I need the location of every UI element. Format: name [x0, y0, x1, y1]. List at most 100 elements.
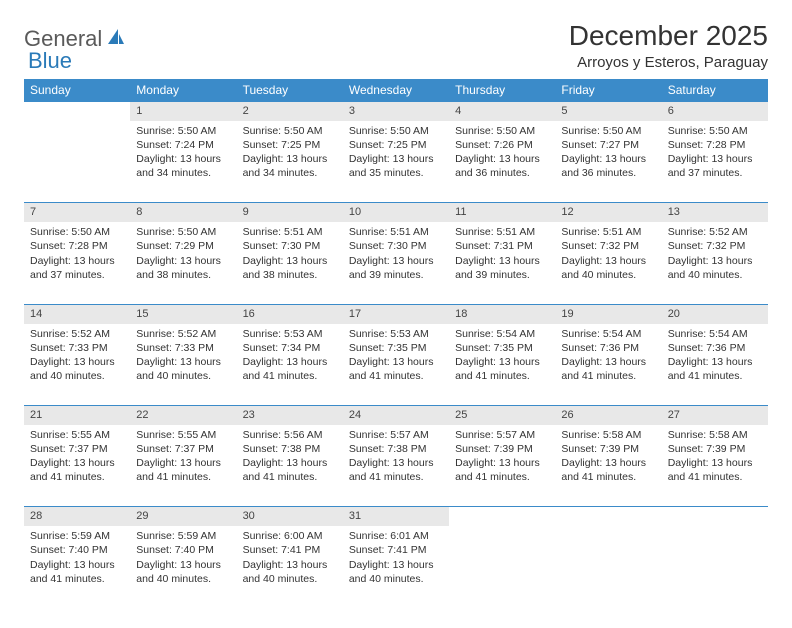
col-thursday: Thursday [449, 79, 555, 102]
day-number-cell: 25 [449, 406, 555, 425]
sunset-text: Sunset: 7:33 PM [136, 341, 230, 355]
sunset-text: Sunset: 7:27 PM [561, 138, 655, 152]
day-number-cell: 3 [343, 102, 449, 121]
day-number-cell [24, 102, 130, 121]
day-number-cell: 28 [24, 507, 130, 526]
daylight-text-1: Daylight: 13 hours [136, 558, 230, 572]
sunrise-text: Sunrise: 5:56 AM [243, 428, 337, 442]
day-number-cell: 6 [662, 102, 768, 121]
day-content-cell: Sunrise: 5:50 AMSunset: 7:28 PMDaylight:… [662, 121, 768, 203]
day-content-cell: Sunrise: 5:50 AMSunset: 7:26 PMDaylight:… [449, 121, 555, 203]
content-row: Sunrise: 5:52 AMSunset: 7:33 PMDaylight:… [24, 324, 768, 406]
day-number-cell: 2 [237, 102, 343, 121]
daylight-text-1: Daylight: 13 hours [668, 355, 762, 369]
sunset-text: Sunset: 7:30 PM [243, 239, 337, 253]
day-content-cell: Sunrise: 5:57 AMSunset: 7:39 PMDaylight:… [449, 425, 555, 507]
day-content-cell: Sunrise: 5:53 AMSunset: 7:35 PMDaylight:… [343, 324, 449, 406]
sunrise-text: Sunrise: 5:51 AM [455, 225, 549, 239]
day-number-cell: 27 [662, 406, 768, 425]
day-number-cell: 8 [130, 203, 236, 222]
day-content-cell: Sunrise: 5:54 AMSunset: 7:36 PMDaylight:… [555, 324, 661, 406]
day-content-cell: Sunrise: 5:54 AMSunset: 7:35 PMDaylight:… [449, 324, 555, 406]
day-content-cell: Sunrise: 5:50 AMSunset: 7:29 PMDaylight:… [130, 222, 236, 304]
daylight-text-2: and 41 minutes. [30, 572, 124, 586]
day-content-cell: Sunrise: 5:59 AMSunset: 7:40 PMDaylight:… [24, 526, 130, 608]
day-number-cell: 31 [343, 507, 449, 526]
day-number-cell: 16 [237, 304, 343, 323]
sunrise-text: Sunrise: 5:57 AM [455, 428, 549, 442]
daylight-text-1: Daylight: 13 hours [455, 254, 549, 268]
day-content-cell [24, 121, 130, 203]
day-number-cell: 30 [237, 507, 343, 526]
sunset-text: Sunset: 7:28 PM [30, 239, 124, 253]
day-content-cell: Sunrise: 5:55 AMSunset: 7:37 PMDaylight:… [24, 425, 130, 507]
sunrise-text: Sunrise: 5:59 AM [30, 529, 124, 543]
sunrise-text: Sunrise: 5:53 AM [243, 327, 337, 341]
daylight-text-1: Daylight: 13 hours [349, 152, 443, 166]
day-number-cell: 23 [237, 406, 343, 425]
day-content-cell: Sunrise: 5:56 AMSunset: 7:38 PMDaylight:… [237, 425, 343, 507]
daylight-text-1: Daylight: 13 hours [668, 254, 762, 268]
day-number-cell: 1 [130, 102, 236, 121]
daylight-text-1: Daylight: 13 hours [136, 355, 230, 369]
daylight-text-2: and 38 minutes. [136, 268, 230, 282]
sunrise-text: Sunrise: 5:54 AM [668, 327, 762, 341]
title-block: December 2025 Arroyos y Esteros, Paragua… [569, 20, 768, 71]
calendar-body: 123456Sunrise: 5:50 AMSunset: 7:24 PMDay… [24, 102, 768, 609]
day-content-cell: Sunrise: 5:51 AMSunset: 7:30 PMDaylight:… [237, 222, 343, 304]
daylight-text-1: Daylight: 13 hours [243, 456, 337, 470]
day-content-cell: Sunrise: 5:58 AMSunset: 7:39 PMDaylight:… [555, 425, 661, 507]
sunset-text: Sunset: 7:25 PM [349, 138, 443, 152]
sunset-text: Sunset: 7:38 PM [243, 442, 337, 456]
col-saturday: Saturday [662, 79, 768, 102]
daylight-text-2: and 41 minutes. [243, 470, 337, 484]
sunrise-text: Sunrise: 5:54 AM [561, 327, 655, 341]
sunset-text: Sunset: 7:36 PM [561, 341, 655, 355]
day-content-cell: Sunrise: 5:54 AMSunset: 7:36 PMDaylight:… [662, 324, 768, 406]
sunrise-text: Sunrise: 6:01 AM [349, 529, 443, 543]
content-row: Sunrise: 5:50 AM Sunset: 7:28 PM Daylight:… [24, 222, 768, 304]
daylight-text-1: Daylight: 13 hours [668, 152, 762, 166]
daylight-text-1: Daylight: 13 hours [136, 456, 230, 470]
day-content-cell: Sunrise: 5:52 AMSunset: 7:33 PMDaylight:… [130, 324, 236, 406]
day-content-cell: Sunrise: 5:57 AMSunset: 7:38 PMDaylight:… [343, 425, 449, 507]
header: General December 2025 Arroyos y Esteros,… [24, 20, 768, 71]
daylight-text-2: and 36 minutes. [455, 166, 549, 180]
daylight-text-2: and 41 minutes. [136, 470, 230, 484]
sunset-text: Sunset: 7:41 PM [349, 543, 443, 557]
logo-sail-icon [106, 27, 126, 52]
day-number-cell: 20 [662, 304, 768, 323]
col-tuesday: Tuesday [237, 79, 343, 102]
day-number-cell: 14 [24, 304, 130, 323]
sunrise-text: Sunrise: 5:50 AM [349, 124, 443, 138]
daylight-text-1: Daylight: 13 hours [30, 355, 124, 369]
daylight-text-1: Daylight: 13 hours [455, 456, 549, 470]
day-number-cell: 29 [130, 507, 236, 526]
sunrise-text: Sunrise: 5:53 AM [349, 327, 443, 341]
sunset-text: Sunset: 7:40 PM [30, 543, 124, 557]
day-number-cell: 26 [555, 406, 661, 425]
sunrise-text: Sunrise: 5:50 AM [136, 225, 230, 239]
day-number-cell: 24 [343, 406, 449, 425]
daylight-text-1: Daylight: 13 hours [561, 456, 655, 470]
daylight-text-2: and 36 minutes. [561, 166, 655, 180]
daylight-text-2: and 35 minutes. [349, 166, 443, 180]
col-sunday: Sunday [24, 79, 130, 102]
col-monday: Monday [130, 79, 236, 102]
daylight-text-1: Daylight: 13 hours [136, 152, 230, 166]
daylight-text-2: and 34 minutes. [136, 166, 230, 180]
daylight-text-2: and 38 minutes. [243, 268, 337, 282]
daynum-row: 28293031 [24, 507, 768, 526]
daylight-text-1: Daylight: 13 hours [243, 355, 337, 369]
sunset-text: Sunset: 7:35 PM [349, 341, 443, 355]
daylight-text-1: Daylight: 13 hours [349, 558, 443, 572]
sunset-text: Sunset: 7:28 PM [668, 138, 762, 152]
location: Arroyos y Esteros, Paraguay [569, 54, 768, 71]
day-content-cell: Sunrise: 5:51 AMSunset: 7:31 PMDaylight:… [449, 222, 555, 304]
day-number-cell [449, 507, 555, 526]
day-content-cell: Sunrise: 5:55 AMSunset: 7:37 PMDaylight:… [130, 425, 236, 507]
sunset-text: Sunset: 7:30 PM [349, 239, 443, 253]
sunrise-text: Sunrise: 5:58 AM [668, 428, 762, 442]
daylight-text-2: and 39 minutes. [349, 268, 443, 282]
daynum-row: 14151617181920 [24, 304, 768, 323]
